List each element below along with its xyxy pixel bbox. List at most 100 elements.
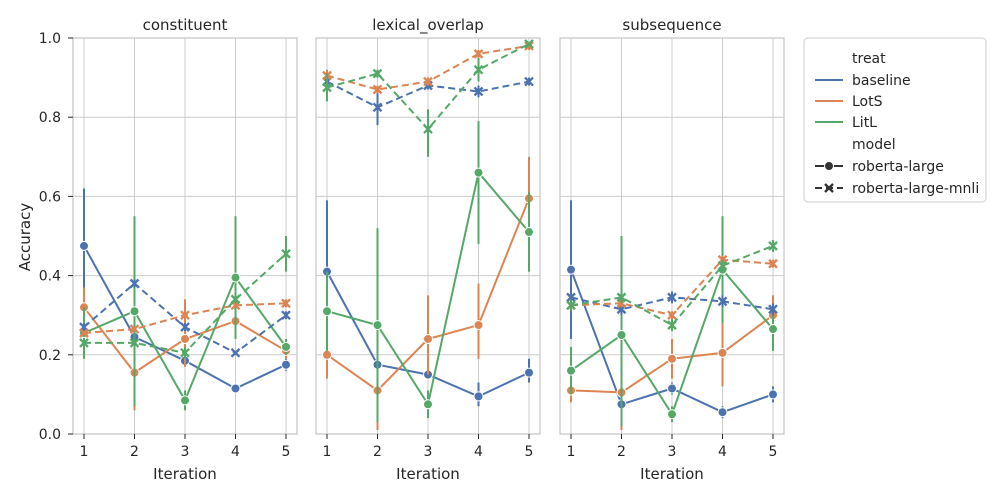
x-tick-label: 1: [567, 444, 576, 460]
data-point-constituent-lots-roberta-large: [180, 333, 190, 344]
data-point-subsequence-litl-roberta-large-mnli: [566, 300, 576, 311]
legend-label-roberta-large-mnli: roberta-large-mnli: [852, 181, 979, 197]
data-point-constituent-litl-roberta-large-mnli: [281, 248, 291, 259]
data-point-constituent-litl-roberta-large-mnli: [129, 338, 140, 348]
data-point-subsequence-baseline-roberta-large: [667, 383, 677, 394]
panel-title-constituent: constituent: [143, 16, 228, 34]
data-point-constituent-lots-roberta-large-mnli: [79, 328, 89, 338]
x-tick-label: 4: [718, 444, 727, 460]
x-tick-label: 5: [282, 444, 291, 460]
data-point-subsequence-litl-roberta-large: [616, 330, 627, 340]
panel-title-lexical-overlap: lexical_overlap: [372, 16, 484, 35]
data-point-lexical-overlap-lots-roberta-large-mnli: [473, 48, 484, 59]
data-point-lexical-overlap-lots-roberta-large: [423, 333, 433, 344]
data-point-subsequence-baseline-roberta-large-mnli: [768, 304, 778, 315]
data-point-lexical-overlap-baseline-roberta-large-mnli: [473, 86, 484, 97]
data-point-subsequence-baseline-roberta-large: [717, 407, 728, 418]
legend-title-model: model: [852, 137, 896, 153]
data-point-lexical-overlap-litl-roberta-large-mnli: [423, 124, 433, 134]
data-point-subsequence-litl-roberta-large-mnli: [667, 320, 677, 330]
data-point-subsequence-lots-roberta-large-mnli: [768, 258, 778, 269]
data-point-lexical-overlap-lots-roberta-large: [322, 349, 332, 360]
data-point-constituent-litl-roberta-large-mnli: [180, 347, 190, 358]
data-point-constituent-baseline-roberta-large-mnli: [129, 278, 140, 289]
x-tick-label: 3: [668, 444, 677, 460]
data-point-constituent-litl-roberta-large: [230, 272, 241, 283]
data-point-lexical-overlap-litl-roberta-large-mnli: [473, 64, 484, 75]
data-point-constituent-litl-roberta-large: [180, 395, 190, 406]
data-point-constituent-litl-roberta-large-mnli: [79, 338, 89, 348]
data-point-subsequence-litl-roberta-large: [566, 365, 576, 376]
legend-label-lots: LotS: [852, 94, 883, 110]
data-point-subsequence-lots-roberta-large-mnli: [667, 310, 677, 321]
data-point-constituent-baseline-roberta-large-mnli: [230, 347, 241, 358]
legend-label-roberta-large: roberta-large: [852, 159, 944, 175]
data-point-lexical-overlap-lots-roberta-large: [473, 320, 484, 331]
y-tick-label: 0.6: [39, 189, 61, 205]
x-tick-label: 5: [525, 444, 534, 460]
data-point-lexical-overlap-baseline-roberta-large: [473, 391, 484, 402]
panel-title-subsequence: subsequence: [622, 16, 721, 34]
legend-label-baseline: baseline: [852, 73, 911, 89]
y-tick-label: 0.0: [39, 427, 61, 443]
data-point-constituent-baseline-roberta-large: [230, 383, 241, 394]
data-point-constituent-litl-roberta-large-mnli: [230, 294, 241, 305]
x-axis-label-subsequence: Iteration: [640, 465, 704, 483]
data-point-constituent-lots-roberta-large-mnli: [281, 298, 291, 309]
legend-marker-circle-icon: [824, 161, 834, 171]
legend-box: [803, 37, 987, 203]
data-point-lexical-overlap-baseline-roberta-large: [524, 367, 534, 378]
legend-marker-x-icon: [824, 183, 834, 193]
data-point-lexical-overlap-litl-roberta-large-mnli: [372, 68, 383, 79]
data-point-lexical-overlap-litl-roberta-large: [423, 399, 433, 410]
data-point-subsequence-baseline-roberta-large: [768, 389, 778, 400]
data-point-constituent-litl-roberta-large: [129, 306, 140, 317]
data-point-subsequence-baseline-roberta-large: [566, 264, 576, 275]
data-point-constituent-baseline-roberta-large-mnli: [281, 310, 291, 321]
data-point-lexical-overlap-litl-roberta-large-mnli: [322, 82, 332, 93]
data-point-constituent-baseline-roberta-large-mnli: [180, 322, 190, 332]
data-point-subsequence-litl-roberta-large-mnli: [616, 292, 627, 303]
legend-label-litl: LitL: [852, 115, 877, 131]
data-point-lexical-overlap-lots-roberta-large-mnli: [423, 76, 433, 87]
data-point-subsequence-baseline-roberta-large-mnli: [717, 296, 728, 307]
x-tick-label: 2: [130, 444, 139, 460]
data-point-lexical-overlap-baseline-roberta-large-mnli: [372, 102, 383, 113]
series-line-subsequence-litl-roberta-large-mnli: [570, 244, 774, 327]
y-axis-label: Accuracy: [16, 203, 34, 272]
x-axis-label-constituent: Iteration: [153, 465, 217, 483]
x-tick-label: 5: [769, 444, 778, 460]
x-axis-label-lexical-overlap: Iteration: [396, 465, 460, 483]
data-point-subsequence-baseline-roberta-large-mnli: [566, 292, 576, 303]
data-point-subsequence-litl-roberta-large-mnli: [768, 241, 778, 251]
y-tick-label: 0.8: [39, 110, 61, 126]
data-point-lexical-overlap-lots-roberta-large-mnli: [372, 84, 383, 95]
data-point-constituent-baseline-roberta-large: [281, 359, 291, 370]
x-tick-label: 2: [617, 444, 626, 460]
x-tick-label: 3: [181, 444, 190, 460]
data-point-subsequence-litl-roberta-large: [667, 409, 677, 420]
data-point-subsequence-lots-roberta-large: [717, 347, 728, 358]
data-point-subsequence-lots-roberta-large: [667, 353, 677, 364]
data-point-lexical-overlap-litl-roberta-large: [524, 227, 534, 238]
x-tick-label: 4: [231, 444, 240, 460]
x-tick-label: 2: [373, 444, 382, 460]
data-point-constituent-lots-roberta-large-mnli: [180, 310, 190, 321]
data-point-constituent-lots-roberta-large-mnli: [129, 324, 140, 334]
x-tick-label: 3: [424, 444, 433, 460]
x-tick-label: 1: [80, 444, 89, 460]
y-tick-label: 0.4: [39, 269, 61, 285]
data-point-lexical-overlap-litl-roberta-large-mnli: [524, 39, 534, 49]
data-point-lexical-overlap-baseline-roberta-large-mnli: [524, 76, 534, 87]
x-tick-label: 4: [474, 444, 483, 460]
data-point-constituent-baseline-roberta-large: [79, 240, 89, 251]
data-point-subsequence-baseline-roberta-large-mnli: [667, 292, 677, 303]
x-tick-label: 1: [323, 444, 332, 460]
data-point-lexical-overlap-litl-roberta-large: [372, 320, 383, 331]
y-tick-label: 0.2: [39, 348, 61, 364]
data-point-subsequence-litl-roberta-large: [768, 324, 778, 335]
data-point-subsequence-litl-roberta-large-mnli: [717, 260, 728, 271]
y-tick-label: 1.0: [39, 31, 61, 47]
data-point-constituent-litl-roberta-large: [281, 341, 291, 352]
